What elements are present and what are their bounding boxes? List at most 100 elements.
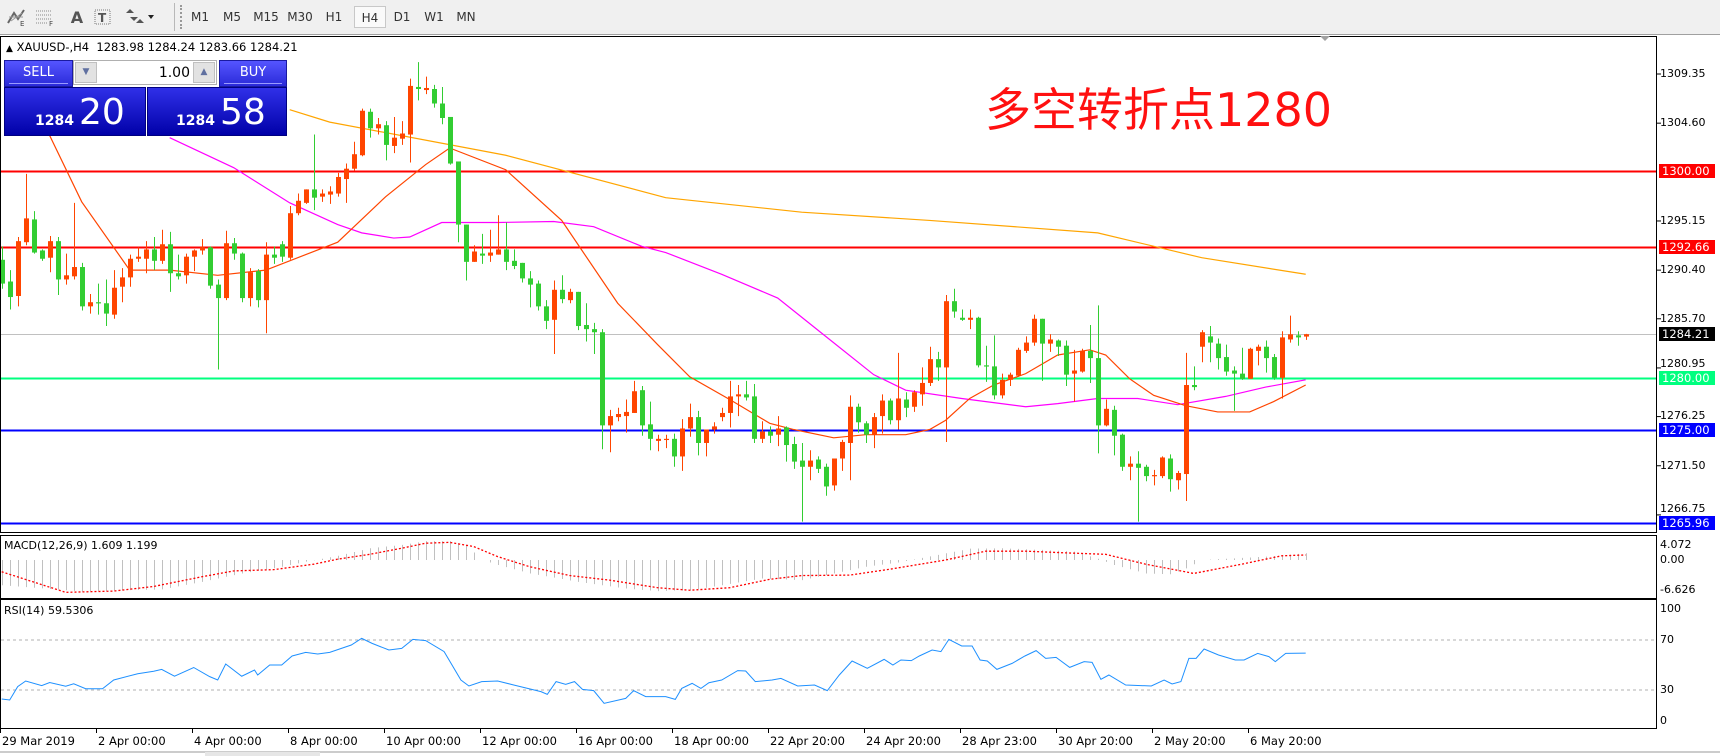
candle-body	[696, 417, 701, 443]
candle-body	[32, 219, 37, 253]
candle	[64, 253, 69, 285]
arrows-icon[interactable]	[122, 5, 156, 29]
toolbar-grip[interactable]	[180, 5, 185, 29]
sell-button[interactable]: SELL	[4, 60, 73, 87]
candle-body	[344, 168, 349, 180]
candle	[816, 456, 821, 473]
ask-price-button[interactable]: 1284 58	[147, 87, 287, 136]
candle	[808, 450, 813, 481]
candle-body	[512, 260, 517, 266]
candle	[584, 303, 589, 342]
elliott-wave-icon[interactable]: E	[4, 5, 30, 29]
candle-body	[192, 250, 197, 257]
candle	[504, 222, 509, 271]
candle-body	[1224, 357, 1229, 372]
candle	[192, 249, 197, 272]
candle-body	[560, 289, 565, 300]
candle-body	[520, 262, 525, 279]
candle	[1024, 336, 1029, 353]
candle	[1136, 451, 1141, 522]
candle	[40, 249, 45, 261]
lot-size-value[interactable]: 1.00	[158, 65, 190, 81]
timeframe-m15[interactable]: M15	[253, 10, 279, 24]
candle	[640, 386, 645, 436]
candle	[1096, 305, 1101, 454]
timeframe-m5[interactable]: M5	[223, 10, 241, 24]
candle	[1200, 330, 1205, 363]
candle	[944, 294, 949, 442]
candle-body	[992, 366, 997, 396]
candle	[776, 416, 781, 447]
candle	[992, 335, 997, 400]
timeframe-mn[interactable]: MN	[456, 10, 476, 24]
candle	[184, 253, 189, 284]
lot-size-field[interactable]: ▼ 1.00 ▲	[73, 60, 217, 85]
candle	[656, 434, 661, 452]
svg-text:F: F	[49, 20, 53, 27]
candle-body	[928, 359, 933, 383]
candle	[784, 426, 789, 462]
candle	[1232, 366, 1237, 411]
candle-body	[856, 406, 861, 423]
lot-decrease-button[interactable]: ▼	[75, 62, 97, 83]
candle	[736, 385, 741, 417]
candle-body	[400, 133, 405, 139]
candle-body	[888, 400, 893, 421]
candle-body	[536, 283, 541, 307]
candle	[392, 116, 397, 154]
candle	[1040, 318, 1045, 381]
candle	[1064, 340, 1069, 387]
bid-price-button[interactable]: 1284 20	[4, 87, 146, 136]
timeframe-m1[interactable]: M1	[191, 10, 209, 24]
candle-body	[368, 111, 373, 129]
rsi-panel-border	[0, 599, 1657, 729]
candle	[1056, 339, 1061, 357]
candle	[912, 390, 917, 412]
rsi-line	[1, 637, 1306, 704]
candle-body	[424, 87, 429, 91]
text-icon[interactable]: A	[70, 7, 84, 27]
rsi-tick: 100	[1660, 602, 1681, 615]
fibonacci-icon[interactable]: F	[32, 5, 58, 29]
timeframe-h4[interactable]: H4	[354, 6, 386, 28]
candle-body	[568, 291, 573, 301]
candle	[576, 291, 581, 331]
date-axis-label: 2 May 20:00	[1154, 734, 1226, 748]
candle-body	[584, 324, 589, 330]
candle	[360, 108, 365, 157]
chart-annotation-text[interactable]: 多空转折点1280	[985, 83, 1333, 137]
timeframe-h1[interactable]: H1	[325, 10, 343, 24]
candle-body	[1208, 336, 1213, 343]
candle-body	[440, 103, 445, 118]
candle-body	[272, 254, 277, 258]
macd-tick: 4.072	[1660, 538, 1692, 551]
buy-button[interactable]: BUY	[219, 60, 287, 87]
chart-shift-marker-icon[interactable]	[1320, 36, 1330, 41]
candle	[848, 395, 853, 481]
timeframe-d1[interactable]: D1	[393, 10, 411, 24]
lot-increase-button[interactable]: ▲	[193, 62, 215, 83]
macd-tick: -6.626	[1660, 583, 1696, 596]
candle-body	[672, 438, 677, 457]
candle-body	[760, 431, 765, 439]
candle	[568, 288, 573, 304]
candle-body	[432, 89, 437, 104]
sell-label: SELL	[23, 65, 54, 80]
text-label-icon[interactable]: T	[90, 5, 116, 29]
candle-body	[488, 252, 493, 256]
candle-body	[1176, 472, 1181, 481]
candle-body	[680, 428, 685, 457]
collapse-triangle-icon[interactable]: ▲	[6, 44, 13, 54]
candle-body	[976, 317, 981, 366]
timeframe-w1[interactable]: W1	[424, 10, 444, 24]
candle-body	[416, 86, 421, 90]
candle-body	[208, 247, 213, 286]
candle-body	[1112, 409, 1117, 436]
candle	[312, 134, 317, 211]
price-axis-label: 1285.70	[1660, 311, 1706, 325]
timeframe-m30[interactable]: M30	[287, 10, 313, 24]
candle	[672, 433, 677, 467]
candle-body	[184, 256, 189, 276]
candle	[144, 241, 149, 274]
